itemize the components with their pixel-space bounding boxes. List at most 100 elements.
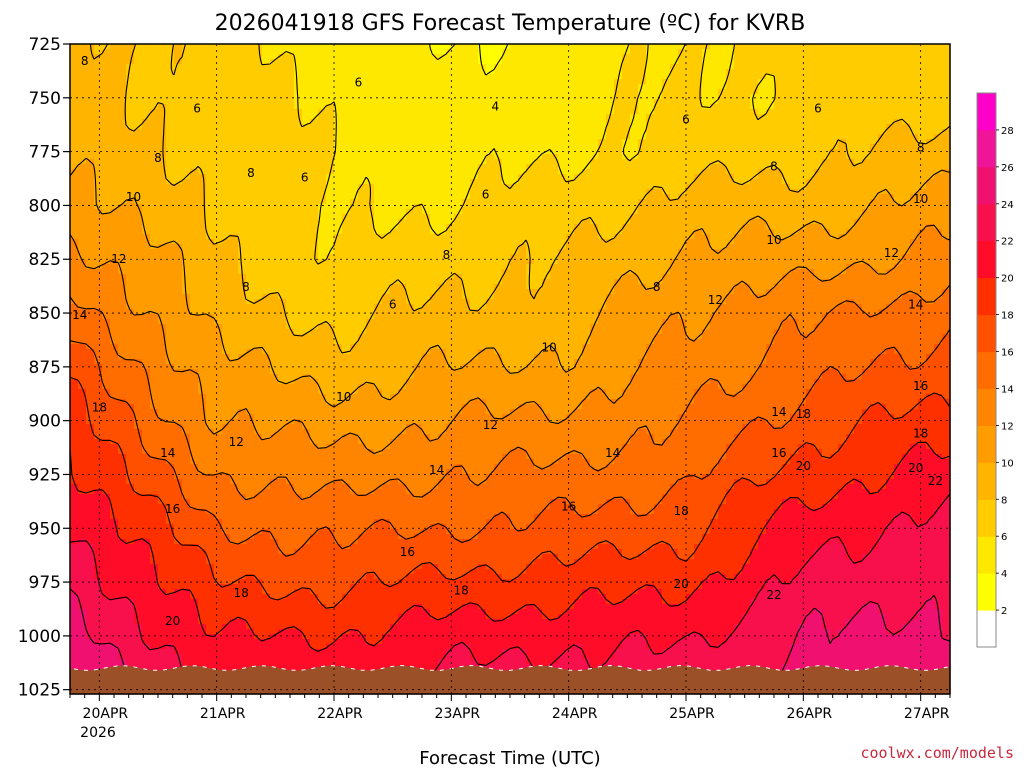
field-cell: [78, 199, 87, 205]
field-cell: [542, 169, 551, 175]
field-cell: [502, 79, 511, 85]
field-cell: [638, 54, 647, 60]
field-cell: [502, 59, 511, 65]
field-cell: [582, 64, 591, 70]
field-cell: [414, 214, 423, 220]
field-cell: [238, 94, 247, 100]
field-cell: [846, 219, 855, 225]
field-cell: [806, 244, 815, 250]
field-cell: [334, 224, 343, 230]
field-cell: [414, 189, 423, 195]
field-cell: [422, 114, 431, 120]
field-cell: [750, 194, 759, 200]
field-cell: [638, 209, 647, 215]
field-cell: [134, 249, 143, 255]
field-cell: [878, 159, 887, 165]
field-cell: [822, 79, 831, 85]
field-cell: [550, 144, 559, 150]
field-cell: [766, 199, 775, 205]
field-cell: [542, 74, 551, 80]
field-cell: [214, 194, 223, 200]
field-cell: [118, 104, 127, 110]
field-cell: [854, 239, 863, 245]
field-cell: [86, 64, 95, 70]
field-cell: [254, 64, 263, 70]
field-cell: [382, 204, 391, 210]
field-cell: [622, 99, 631, 105]
field-cell: [694, 199, 703, 205]
field-cell: [878, 229, 887, 235]
field-cell: [366, 239, 375, 245]
field-cell: [438, 64, 447, 70]
field-cell: [470, 174, 479, 180]
field-cell: [446, 44, 455, 50]
field-cell: [310, 94, 319, 100]
field-cell: [150, 89, 159, 95]
field-cell: [638, 204, 647, 210]
field-cell: [310, 59, 319, 65]
field-cell: [94, 139, 103, 145]
field-cell: [430, 84, 439, 90]
field-cell: [694, 219, 703, 225]
field-cell: [326, 74, 335, 80]
field-cell: [942, 229, 951, 235]
field-cell: [630, 254, 639, 260]
field-cell: [774, 204, 783, 210]
field-cell: [254, 199, 263, 205]
field-cell: [710, 194, 719, 200]
field-cell: [542, 154, 551, 160]
field-cell: [286, 179, 295, 185]
field-cell: [238, 249, 247, 255]
field-cell: [438, 169, 447, 175]
field-cell: [294, 49, 303, 55]
field-cell: [790, 64, 799, 70]
field-cell: [702, 194, 711, 200]
field-cell: [574, 79, 583, 85]
field-cell: [334, 179, 343, 185]
field-cell: [854, 159, 863, 165]
field-cell: [766, 249, 775, 255]
field-cell: [70, 89, 79, 95]
field-cell: [782, 239, 791, 245]
field-cell: [662, 49, 671, 55]
field-cell: [78, 104, 87, 110]
field-cell: [718, 144, 727, 150]
field-cell: [438, 129, 447, 135]
field-cell: [118, 89, 127, 95]
field-cell: [686, 224, 695, 230]
field-cell: [694, 114, 703, 120]
field-cell: [910, 169, 919, 175]
field-cell: [142, 69, 151, 75]
field-cell: [910, 234, 919, 240]
field-cell: [102, 114, 111, 120]
field-cell: [574, 224, 583, 230]
field-cell: [750, 224, 759, 230]
field-cell: [486, 89, 495, 95]
field-cell: [270, 124, 279, 130]
field-cell: [854, 229, 863, 235]
field-cell: [230, 179, 239, 185]
field-cell: [174, 84, 183, 90]
field-cell: [534, 249, 543, 255]
field-cell: [710, 59, 719, 65]
field-cell: [742, 79, 751, 85]
field-cell: [198, 104, 207, 110]
field-cell: [302, 134, 311, 140]
field-cell: [622, 264, 631, 270]
field-cell: [406, 144, 415, 150]
field-cell: [102, 164, 111, 170]
field-cell: [438, 74, 447, 80]
field-cell: [326, 64, 335, 70]
field-cell: [334, 214, 343, 220]
field-cell: [758, 249, 767, 255]
field-cell: [902, 264, 911, 270]
field-cell: [110, 244, 119, 250]
field-cell: [758, 139, 767, 145]
field-cell: [446, 199, 455, 205]
field-cell: [526, 49, 535, 55]
field-cell: [558, 49, 567, 55]
field-cell: [542, 214, 551, 220]
field-cell: [126, 259, 135, 265]
field-cell: [870, 229, 879, 235]
field-cell: [846, 144, 855, 150]
